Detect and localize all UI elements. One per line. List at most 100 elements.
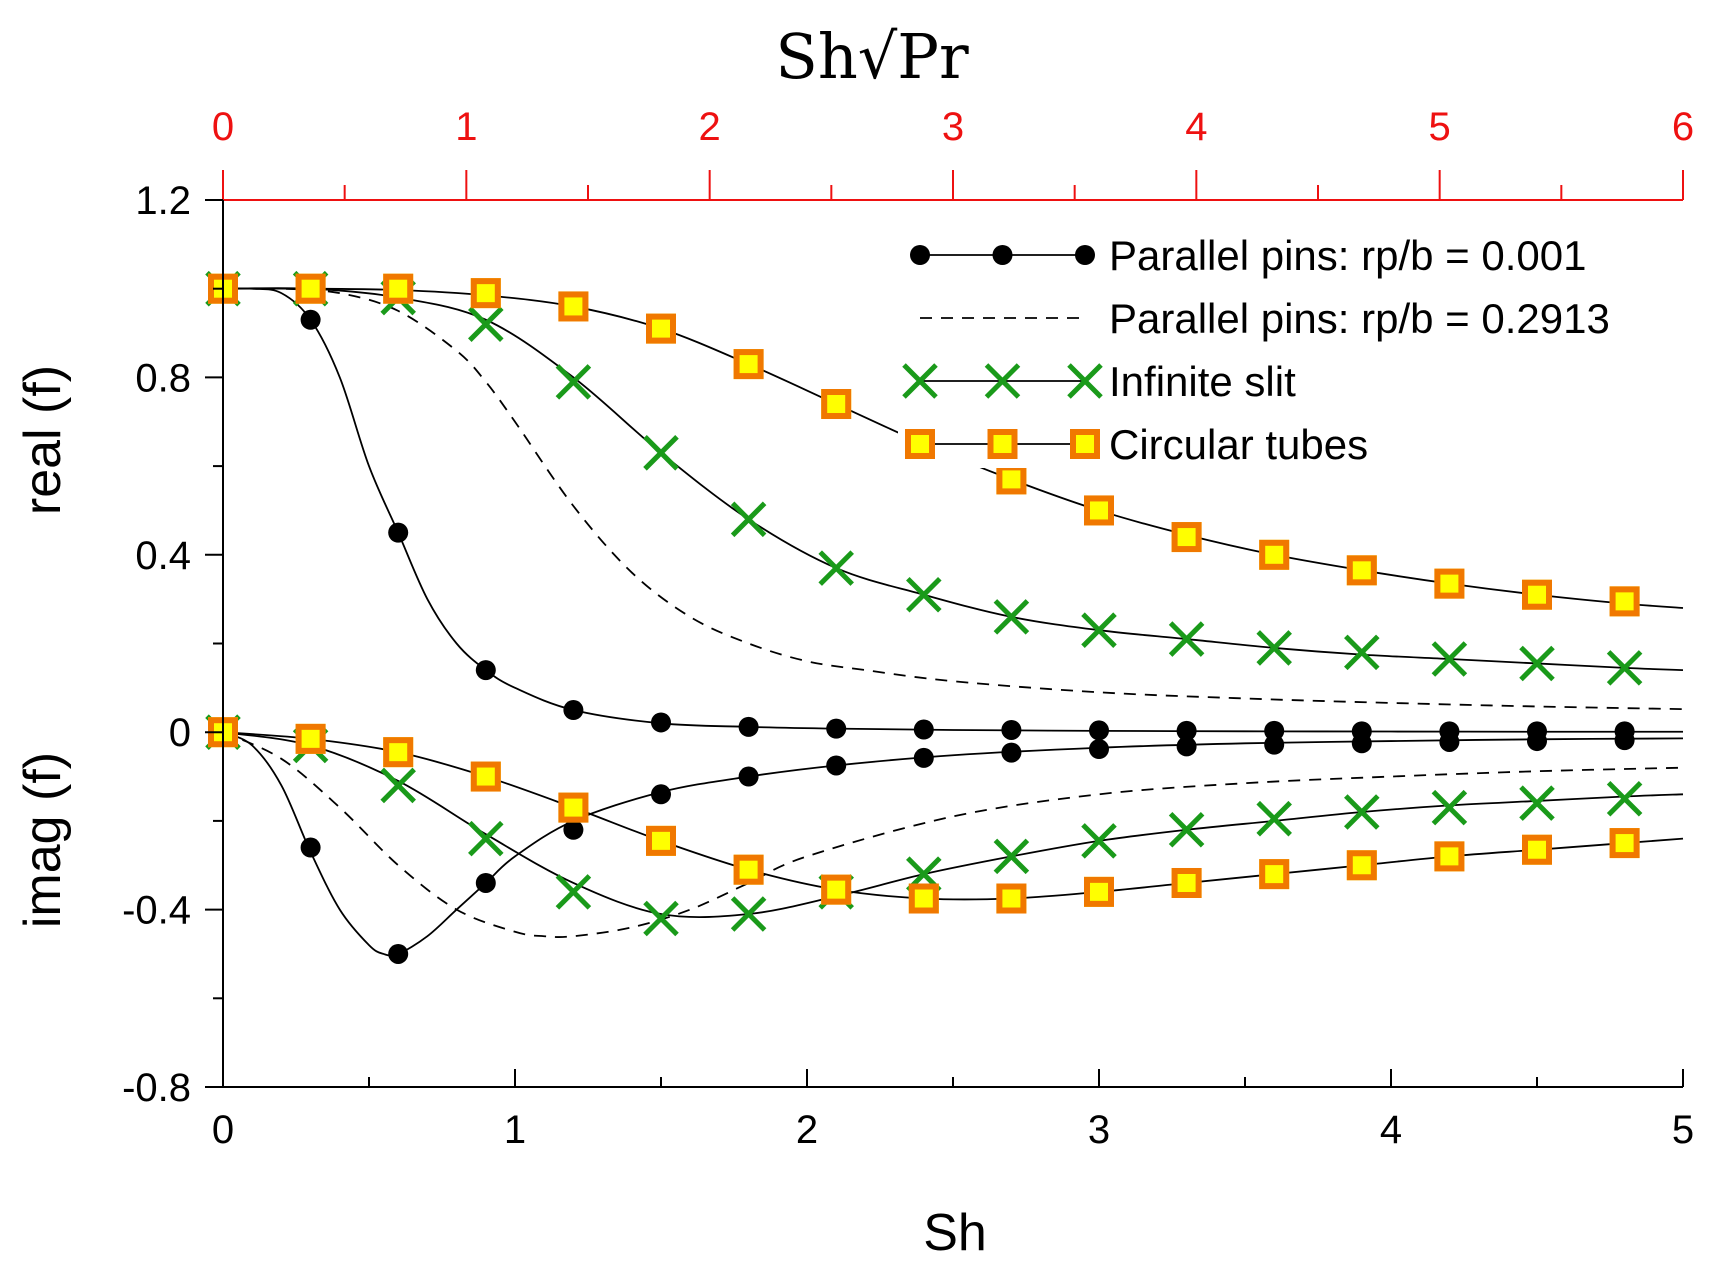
- series-1-marker: [1614, 730, 1635, 751]
- series-3-marker: [1431, 641, 1468, 677]
- series-4-marker: [996, 464, 1027, 495]
- series-2-imag-curve: [222, 731, 1684, 938]
- series-1-marker: [651, 784, 671, 805]
- y-tick-label: 0.4: [135, 534, 191, 578]
- series-3-marker: [1081, 823, 1117, 859]
- y-axis-title-imag: imag (f): [14, 752, 72, 928]
- series-3-marker: [555, 874, 592, 910]
- legend-marker: [910, 245, 930, 265]
- series-4-marker: [470, 761, 501, 792]
- series-1-marker: [826, 718, 847, 739]
- series-4-marker: [558, 792, 589, 823]
- series-4-marker: [1609, 828, 1640, 859]
- series-1-marker: [1439, 731, 1460, 752]
- legend: Parallel pins: rp/b = 0.001 Parallel pins…: [898, 231, 1698, 468]
- series-1-marker: [1527, 731, 1547, 752]
- series-4-marker: [1434, 568, 1465, 599]
- series-4-marker: [733, 349, 764, 380]
- series-4-marker: [295, 723, 326, 754]
- series-4-marker: [996, 883, 1027, 914]
- series-4-marker: [383, 737, 414, 768]
- series-4-marker: [646, 313, 676, 344]
- series-1-marker: [563, 700, 584, 721]
- legend-item-4: Circular tubes: [898, 420, 1698, 468]
- series-4-marker: [908, 883, 939, 914]
- series-1-marker: [1089, 739, 1109, 760]
- top-tick-label: 4: [1185, 105, 1207, 149]
- series-3-marker: [1519, 785, 1555, 821]
- series-1-marker: [738, 716, 759, 737]
- series-1-marker: [300, 309, 321, 330]
- y-tick-label: 1.2: [135, 179, 191, 223]
- series-3-marker: [1431, 789, 1468, 826]
- series-1-marker: [1264, 734, 1285, 755]
- legend-item-2: Parallel pins: rp/b = 0.2913: [898, 294, 1698, 342]
- top-axis-title: Sh√Pr: [775, 20, 969, 93]
- series-3-marker: [468, 820, 504, 857]
- series-1-marker: [913, 719, 934, 740]
- series-1-marker: [1001, 742, 1022, 763]
- y-tick-label: 0: [169, 711, 191, 755]
- series-3-marker: [1519, 645, 1555, 682]
- series-1-marker: [563, 819, 584, 840]
- series-1-marker: [300, 837, 321, 858]
- series-1-real-curve: [222, 287, 1684, 733]
- series-3-marker: [643, 900, 679, 937]
- series-3-marker: [993, 599, 1030, 635]
- series-4-marker: [821, 874, 852, 905]
- top-tick-label: 6: [1672, 105, 1694, 149]
- series-4-imag-curve: [222, 731, 1684, 901]
- series-3-marker: [1344, 634, 1380, 671]
- legend-label: Parallel pins: rp/b = 0.2913: [1109, 295, 1610, 342]
- series-1-marker: [388, 943, 409, 964]
- top-tick-label: 3: [942, 105, 964, 149]
- series-4-marker: [733, 854, 764, 885]
- series-1-marker: [738, 766, 759, 787]
- series-4-marker: [1084, 495, 1114, 526]
- legend-marker: [902, 363, 938, 399]
- series-4-marker: [1171, 867, 1202, 898]
- series-4-marker: [1084, 876, 1114, 907]
- x-tick-label: 3: [1088, 1108, 1110, 1152]
- legend-label: Circular tubes: [1109, 421, 1368, 468]
- x-axis-title: Sh: [923, 1204, 987, 1262]
- series-4-marker: [1259, 859, 1290, 890]
- legend-marker: [1070, 429, 1100, 459]
- series-4-marker: [383, 273, 414, 304]
- series-1-marker: [1176, 720, 1197, 741]
- series-1-marker: [651, 712, 671, 733]
- series-3-marker: [1344, 794, 1380, 830]
- series-3-marker: [468, 306, 504, 342]
- series-4-marker: [646, 825, 676, 856]
- series-3-marker: [906, 576, 942, 613]
- series-4-marker: [1522, 579, 1552, 610]
- top-tick-label: 2: [699, 105, 721, 149]
- series-3-marker: [818, 550, 854, 586]
- series-1-marker: [1089, 720, 1109, 741]
- series-4-marker: [1346, 850, 1377, 881]
- series-3-marker: [993, 838, 1030, 875]
- series-4-marker: [1171, 522, 1202, 553]
- x-tick-label: 2: [796, 1108, 818, 1152]
- series-3-marker: [643, 435, 679, 471]
- top-tick-label: 5: [1429, 105, 1451, 149]
- series-3-marker: [730, 501, 767, 538]
- series-4-marker: [1434, 841, 1465, 872]
- series-3-marker: [1256, 800, 1292, 837]
- series-3-marker: [730, 896, 767, 932]
- series-1-marker: [475, 660, 496, 681]
- series-3-marker: [380, 767, 416, 804]
- x-tick-label: 0: [212, 1108, 234, 1152]
- series-4-marker: [558, 291, 589, 322]
- x-tick-label: 1: [504, 1108, 526, 1152]
- x-tick-label: 4: [1380, 1108, 1402, 1152]
- legend-marker: [1067, 363, 1103, 399]
- top-tick-label: 0: [212, 105, 234, 149]
- series-4-marker: [1609, 586, 1640, 617]
- series-1-marker: [475, 872, 496, 893]
- series-4-marker: [470, 278, 501, 309]
- series-4-marker: [1346, 555, 1377, 586]
- top-tick-label: 1: [455, 105, 477, 149]
- series-3-marker: [555, 364, 592, 400]
- y-axis-title-real: real (f): [14, 365, 72, 515]
